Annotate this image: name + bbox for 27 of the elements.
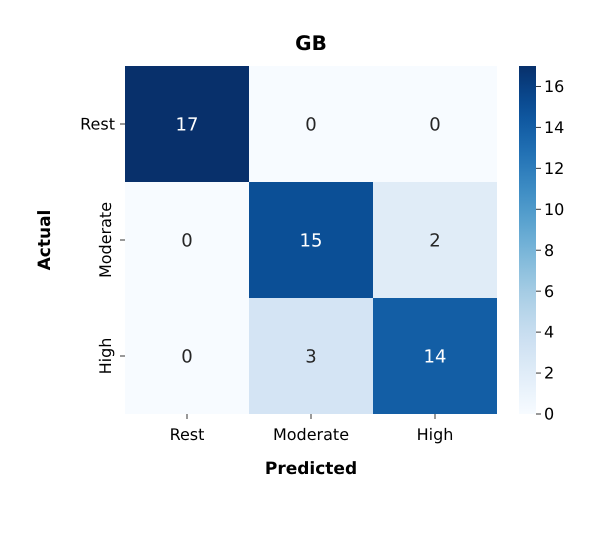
x-tick-label: High bbox=[416, 425, 454, 444]
x-axis-title: Predicted bbox=[264, 459, 358, 479]
data-label: 17 bbox=[176, 114, 198, 136]
data-label: 0 bbox=[181, 346, 193, 368]
x-tick-label: Rest bbox=[170, 425, 204, 444]
chart-title: GB bbox=[295, 31, 327, 55]
color-bar-label: 12 bbox=[544, 158, 564, 178]
data-label: 0 bbox=[429, 114, 441, 136]
color-bar-label: 4 bbox=[544, 322, 554, 342]
data-label: 0 bbox=[181, 230, 193, 252]
color-bar-label: 0 bbox=[544, 404, 554, 424]
y-tick-label: High bbox=[96, 338, 115, 374]
color-bar-label: 6 bbox=[544, 282, 554, 301]
color-bar-label: 16 bbox=[544, 77, 564, 96]
data-label: 2 bbox=[429, 230, 441, 252]
color-bar-label: 14 bbox=[544, 118, 564, 138]
data-label: 0 bbox=[305, 114, 317, 136]
y-tick-label: Moderate bbox=[96, 202, 115, 278]
color-bar-label: 2 bbox=[544, 364, 554, 383]
data-label: 3 bbox=[305, 346, 317, 368]
color-bar-label: 10 bbox=[544, 200, 564, 219]
x-tick-label: Moderate bbox=[272, 425, 350, 444]
data-label: 15 bbox=[300, 230, 322, 252]
data-label: 14 bbox=[424, 346, 446, 368]
color-bar-label: 8 bbox=[544, 240, 554, 260]
y-tick-label: Rest bbox=[80, 114, 115, 134]
y-axis-title: Actual bbox=[35, 210, 55, 270]
